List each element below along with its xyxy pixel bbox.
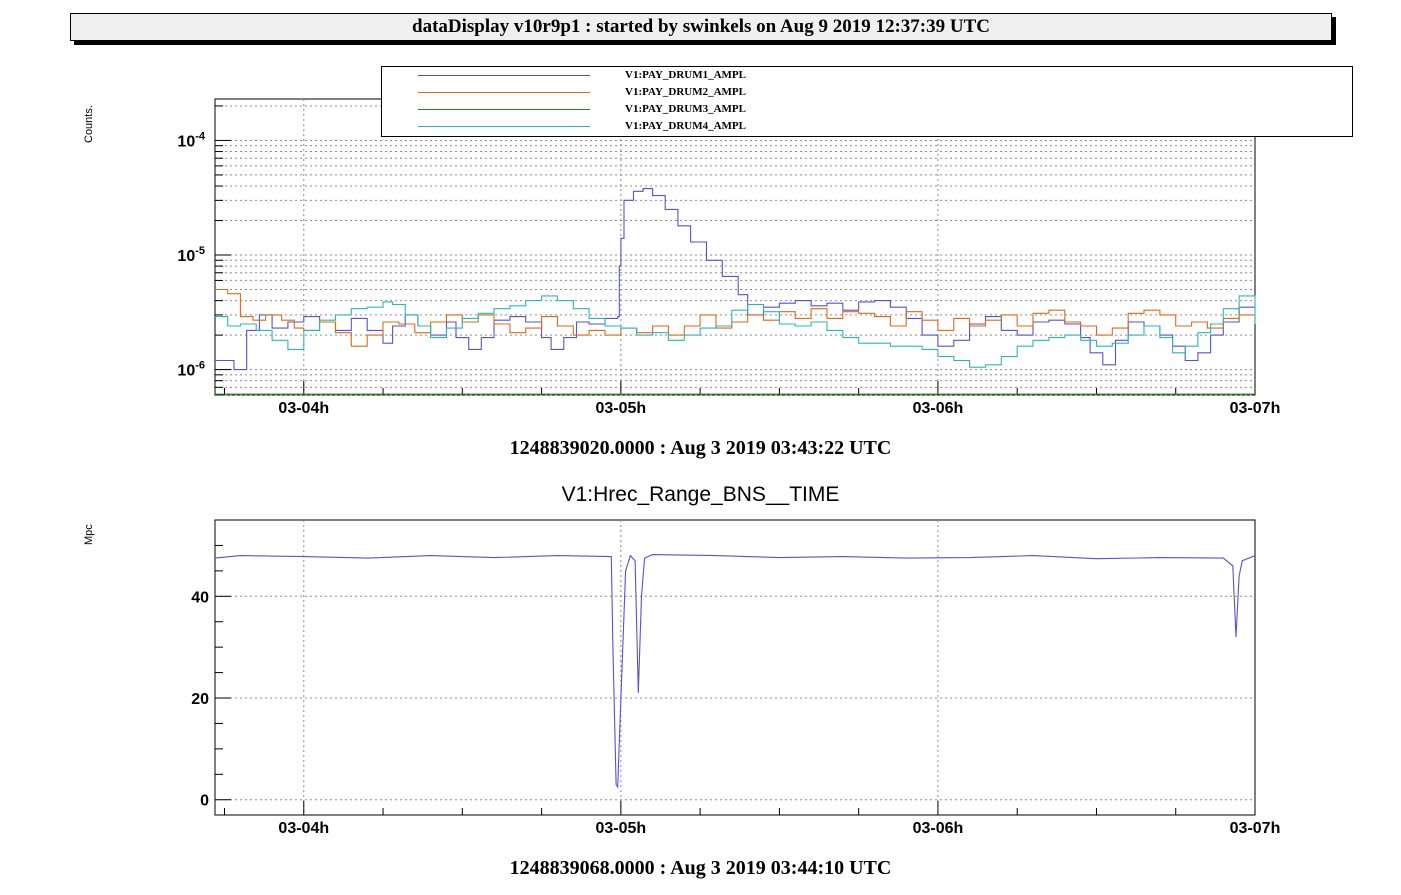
top-ytick-label-1: 10-5 <box>177 245 205 265</box>
bottom-plot-frame <box>214 519 1256 816</box>
bottom-xtick-label-0: 03-04h <box>278 820 329 837</box>
top-series-4-line <box>215 295 1256 368</box>
bottom-xtick-label-2: 03-06h <box>913 820 964 837</box>
legend-entry-drum4: V1:PAY_DRUM4_AMPL <box>382 118 1352 135</box>
legend-entry-drum1: V1:PAY_DRUM1_AMPL <box>382 67 1352 84</box>
bottom-chart-ylabel: Mpc <box>83 524 95 545</box>
top-chart-ylabel: Counts. <box>83 105 95 143</box>
top-xtick-label-1: 03-05h <box>596 400 647 417</box>
legend-swatch-drum4 <box>418 126 590 127</box>
legend-entry-drum2: V1:PAY_DRUM2_AMPL <box>382 84 1352 101</box>
legend-box: V1:PAY_DRUM1_AMPL V1:PAY_DRUM2_AMPL V1:P… <box>381 66 1353 137</box>
bottom-chart-title: V1:Hrec_Range_BNS__TIME <box>561 483 840 506</box>
legend-label-drum2: V1:PAY_DRUM2_AMPL <box>625 86 746 98</box>
top-xtick-label-0: 03-04h <box>278 400 329 417</box>
bottom-chart-footer-time: 1248839068.0000 : Aug 3 2019 03:44:10 UT… <box>509 857 892 879</box>
legend-swatch-drum3 <box>418 109 590 110</box>
top-ytick-label-0: 10-6 <box>177 360 205 380</box>
bottom-ytick-label-0: 0 <box>200 793 209 810</box>
legend-swatch-drum1 <box>418 75 590 76</box>
top-series-2-line <box>215 288 1256 347</box>
top-xtick-label-2: 03-06h <box>913 400 964 417</box>
legend-label-drum4: V1:PAY_DRUM4_AMPL <box>625 120 746 132</box>
bottom-xtick-label-1: 03-05h <box>596 820 647 837</box>
bottom-ytick-label-1: 20 <box>191 691 209 708</box>
legend-entry-drum3: V1:PAY_DRUM3_AMPL <box>382 101 1352 118</box>
top-xtick-label-3: 03-07h <box>1230 400 1281 417</box>
top-chart-footer-time: 1248839020.0000 : Aug 3 2019 03:43:22 UT… <box>509 437 892 459</box>
top-plot-frame <box>214 98 1256 396</box>
bottom-xtick-label-3: 03-07h <box>1230 820 1281 837</box>
legend-swatch-drum2 <box>418 92 590 93</box>
bottom-ytick-label-2: 40 <box>191 589 209 606</box>
top-series-1-line <box>215 188 1256 371</box>
legend-label-drum1: V1:PAY_DRUM1_AMPL <box>625 69 746 81</box>
bottom-series-1-line <box>214 554 1256 789</box>
legend-label-drum3: V1:PAY_DRUM3_AMPL <box>625 103 746 115</box>
window-title-banner: dataDisplay v10r9p1 : started by swinkel… <box>70 13 1332 41</box>
top-ytick-label-2: 10-4 <box>177 130 205 150</box>
